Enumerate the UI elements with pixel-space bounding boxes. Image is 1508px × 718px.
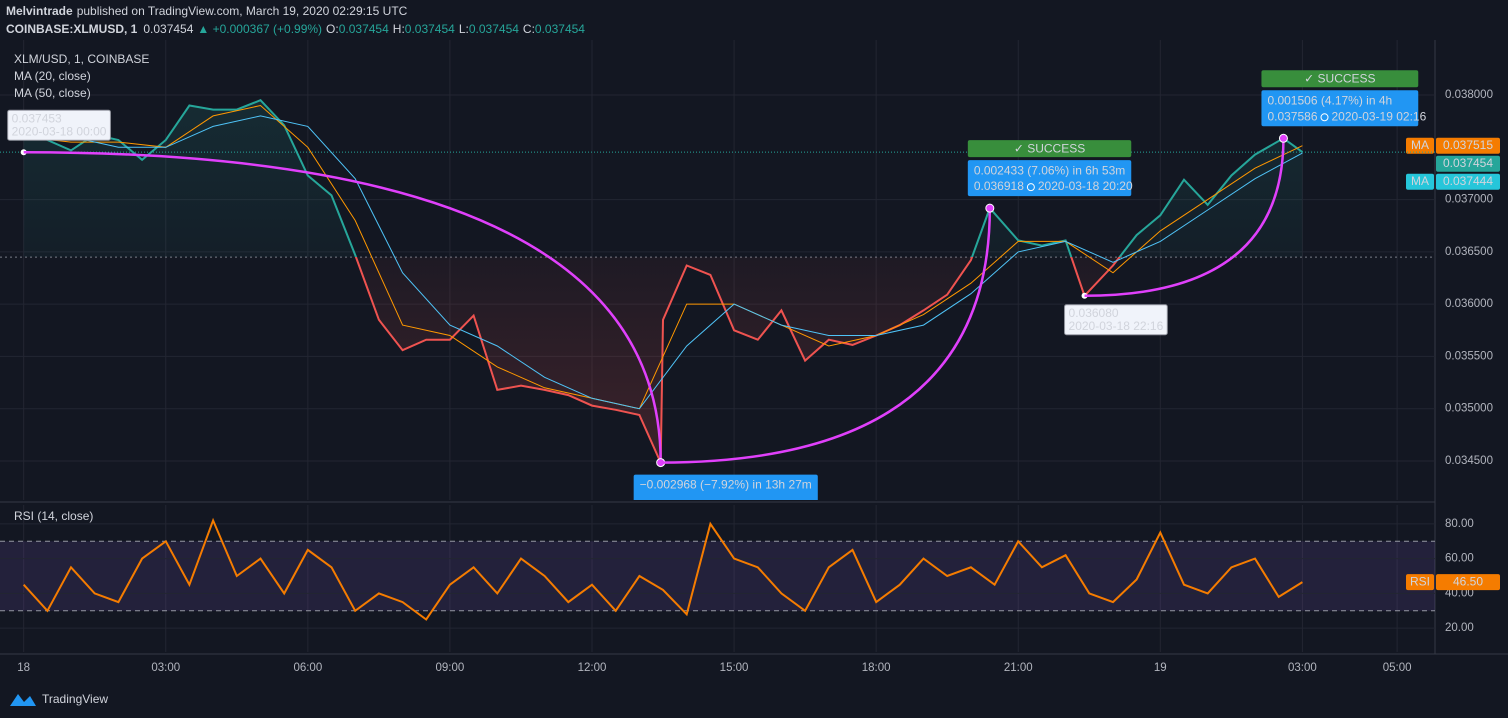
x-tick-label: 03:00 xyxy=(151,662,180,674)
x-tick-label: 09:00 xyxy=(436,662,465,674)
result-main: 0.002433 (7.06%) in 6h 53m xyxy=(974,163,1125,177)
price-tag xyxy=(1436,155,1500,172)
y-tick-label: 0.035000 xyxy=(1445,403,1493,415)
series-line xyxy=(23,99,1303,464)
series-line xyxy=(22,517,1303,621)
label-box xyxy=(7,109,111,141)
x-tick-label: 15:00 xyxy=(720,662,749,674)
symbol-line: COINBASE:XLMUSD, 1 0.037454 ▲ +0.000367 (+… xyxy=(6,22,585,36)
legend-entry: MA (50, close) xyxy=(14,86,91,100)
y-tick-label: 0.038000 xyxy=(1445,89,1493,101)
price-tag xyxy=(1436,173,1500,190)
x-tick-label: 12:00 xyxy=(578,662,607,674)
status-label: ✓ SUCCESS xyxy=(1014,141,1085,155)
result-main: −0.002968 (−7.92%) in 13h 27m xyxy=(640,478,812,492)
status-box xyxy=(1261,70,1419,88)
status-label: ✓ SUCCESS xyxy=(1304,71,1375,85)
label-price: 0.037453 xyxy=(12,111,62,125)
tag-box xyxy=(1406,173,1434,190)
result-price: 0.037586 xyxy=(1267,109,1317,123)
projection-arc xyxy=(1084,138,1285,298)
price-tag xyxy=(1436,137,1500,154)
ohlc-value: 0.037454 xyxy=(535,22,585,36)
price-tag-label: 46.50 xyxy=(1453,574,1483,588)
status-box xyxy=(967,140,1132,158)
price-tag-label: 0.037515 xyxy=(1443,138,1493,152)
ohlc-key: H: xyxy=(393,22,405,36)
y-tick-label: 80.00 xyxy=(1445,518,1474,530)
price-tag xyxy=(1436,574,1500,591)
ma-line xyxy=(23,115,1303,410)
brand: TradingView xyxy=(42,692,108,706)
symbol: COINBASE:XLMUSD, 1 xyxy=(6,22,138,36)
footer xyxy=(0,684,1508,718)
result-sub: 0.037586 2020-03-19 02:16 xyxy=(1267,109,1426,123)
ohlc-value: 0.037454 xyxy=(405,22,455,36)
x-tick-label: 21:00 xyxy=(1004,662,1033,674)
price-tag-label: 0.037444 xyxy=(1443,174,1493,188)
publish-line: Melvintrade published on TradingView.com,… xyxy=(6,4,408,18)
last-price: 0.037454 xyxy=(143,22,193,36)
x-tick-label: 18 xyxy=(17,662,30,674)
result-price: 0.036918 xyxy=(974,179,1024,193)
y-tick-label: 0.036000 xyxy=(1445,298,1493,310)
target-dot xyxy=(985,203,995,213)
tag-box xyxy=(1406,574,1434,591)
tag-label: MA xyxy=(1411,174,1429,188)
projection-arc xyxy=(23,150,662,463)
published: published on TradingView.com, March 19, … xyxy=(77,4,408,18)
ohlc-key: O: xyxy=(326,22,339,36)
y-tick-label: 40.00 xyxy=(1445,587,1474,599)
ohlc-key: C: xyxy=(523,22,535,36)
x-tick-label: 18:00 xyxy=(862,662,891,674)
label-time: 2020-03-18 22:16 xyxy=(1069,319,1164,333)
result-box xyxy=(1261,90,1419,127)
target-dot xyxy=(1278,133,1288,143)
result-box xyxy=(633,474,818,500)
y-tick-label: 60.00 xyxy=(1445,553,1474,565)
result-time: 2020-03-19 02:16 xyxy=(1332,109,1427,123)
label-box xyxy=(1064,304,1168,336)
projection-arc xyxy=(660,208,992,464)
y-tick-label: 20.00 xyxy=(1445,622,1474,634)
result-main: 0.001506 (4.17%) in 4h xyxy=(1267,93,1392,107)
ohlc-value: 0.037454 xyxy=(469,22,519,36)
y-tick-label: 0.034500 xyxy=(1445,455,1493,467)
x-tick-label: 06:00 xyxy=(293,662,322,674)
clock-icon xyxy=(1320,113,1329,122)
legend-entry: RSI (14, close) xyxy=(14,509,93,523)
x-tick-label: 03:00 xyxy=(1288,662,1317,674)
result-sub: 0.036918 2020-03-18 20:20 xyxy=(974,179,1133,193)
tag-box xyxy=(1406,137,1434,154)
logo xyxy=(10,694,36,706)
tag-label: RSI xyxy=(1410,574,1430,588)
legend-entry: XLM/USD, 1, COINBASE xyxy=(14,52,149,66)
label-price: 0.036080 xyxy=(1069,306,1119,320)
price-area xyxy=(23,100,1303,463)
x-tick-label: 19 xyxy=(1154,662,1167,674)
price-tag-label: 0.037454 xyxy=(1443,156,1493,170)
result-box xyxy=(967,160,1132,197)
tag-label: MA xyxy=(1411,138,1429,152)
y-tick-label: 0.036500 xyxy=(1445,246,1493,258)
y-tick-label: 0.037000 xyxy=(1445,194,1493,206)
change: ▲ +0.000367 (+0.99%) xyxy=(197,22,322,36)
result-time: 2020-03-18 20:20 xyxy=(1038,179,1133,193)
ohlc-key: L: xyxy=(459,22,469,36)
legend-entry: MA (20, close) xyxy=(14,69,91,83)
label-time: 2020-03-18 00:00 xyxy=(12,124,107,138)
clock-icon xyxy=(1026,183,1035,192)
rsi-band xyxy=(0,541,1435,611)
ma-line xyxy=(23,104,1303,410)
x-tick-label: 05:00 xyxy=(1383,662,1412,674)
author: Melvintrade xyxy=(6,4,73,18)
y-tick-label: 0.035500 xyxy=(1445,350,1493,362)
ohlc-value: 0.037454 xyxy=(339,22,389,36)
